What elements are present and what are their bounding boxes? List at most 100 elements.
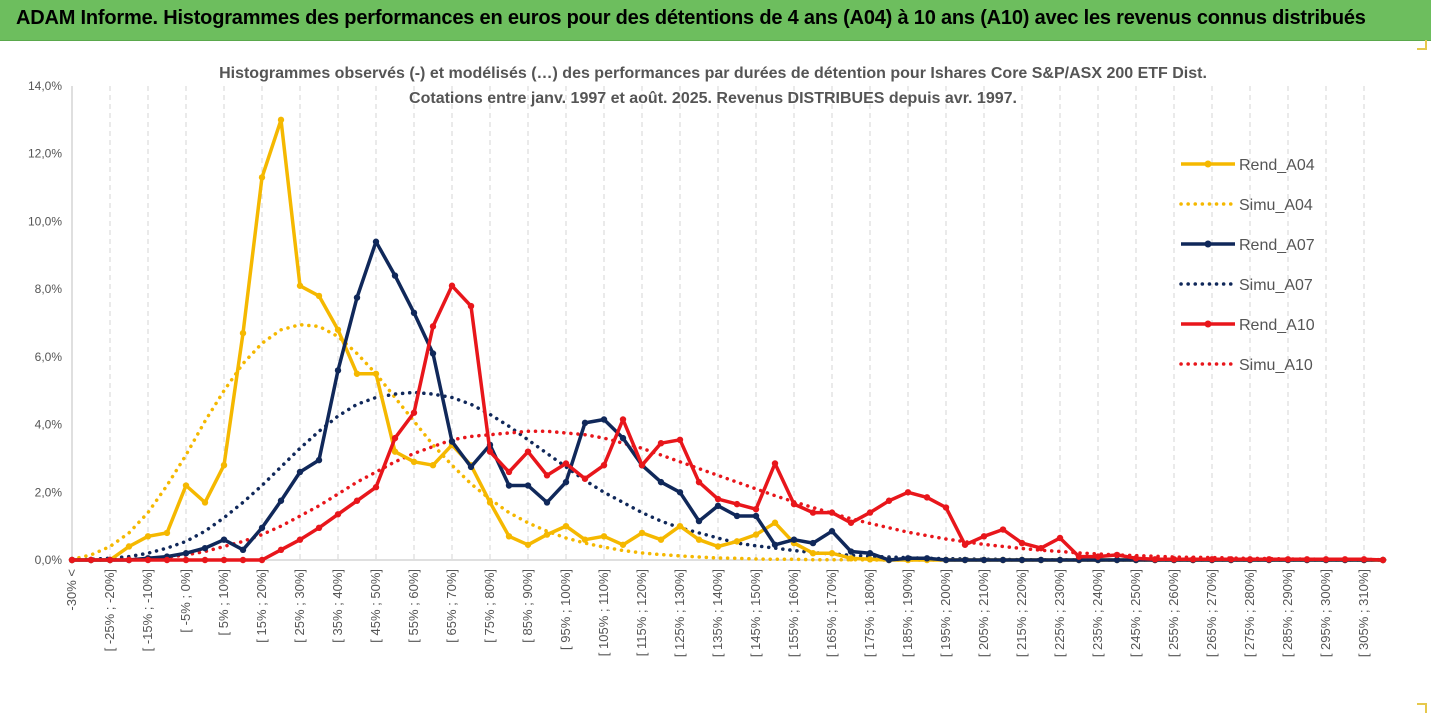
chart-corner-marker <box>1417 703 1427 713</box>
x-tick-label: [ 65% ; 70%] <box>444 569 459 643</box>
data-point-rend-a10 <box>1208 556 1216 563</box>
data-point-rend-a04 <box>391 448 399 455</box>
data-point-rend-a04 <box>695 536 703 543</box>
x-tick-label: [ 285% ; 290%] <box>1280 569 1295 657</box>
data-point-rend-a10 <box>619 416 627 423</box>
x-tick-label: [ 265% ; 270%] <box>1204 569 1219 657</box>
legend-marker-rend-a04 <box>1204 160 1212 168</box>
x-tick-label: [ 225% ; 230%] <box>1052 569 1067 657</box>
data-point-rend-a10 <box>638 462 646 469</box>
data-point-rend-a04 <box>771 519 779 526</box>
data-point-rend-a10 <box>163 556 171 564</box>
data-point-rend-a04 <box>296 282 304 289</box>
data-point-rend-a10 <box>125 556 133 564</box>
data-point-rend-a10 <box>1341 556 1349 563</box>
data-point-rend-a07 <box>581 419 589 427</box>
data-point-rend-a07 <box>315 456 323 464</box>
data-point-rend-a10 <box>961 541 969 548</box>
x-tick-label: [ 195% ; 200%] <box>938 569 953 657</box>
data-point-rend-a10 <box>1360 556 1368 563</box>
data-point-rend-a07 <box>695 517 703 525</box>
data-point-rend-a10 <box>581 475 589 482</box>
data-point-rend-a10 <box>391 434 399 442</box>
data-point-rend-a10 <box>448 282 456 289</box>
data-point-rend-a10 <box>999 526 1007 533</box>
legend-label-simu-a04: Simu_A04 <box>1239 197 1313 214</box>
x-tick-label: [ 275% ; 280%] <box>1242 569 1257 657</box>
x-tick-label: [ 55% ; 60%] <box>406 569 421 643</box>
x-tick-label: [ 75% ; 80%] <box>482 569 497 643</box>
series-line-rend-a07 <box>72 239 1383 562</box>
x-tick-label: [ 215% ; 220%] <box>1014 569 1029 657</box>
data-point-rend-a07 <box>619 434 627 442</box>
data-point-rend-a07 <box>790 536 798 543</box>
data-point-rend-a07 <box>467 463 475 471</box>
data-point-rend-a07 <box>771 541 779 548</box>
x-tick-label: [ -25% ; -20%] <box>102 569 117 651</box>
data-point-rend-a07 <box>562 478 570 486</box>
data-point-rend-a07 <box>201 544 209 552</box>
data-point-rend-a10 <box>904 489 912 496</box>
x-tick-label: [ 165% ; 170%] <box>824 569 839 657</box>
data-point-rend-a10 <box>315 524 323 532</box>
x-tick-label: [ 95% ; 100%] <box>558 569 573 650</box>
data-point-rend-a07 <box>220 536 228 543</box>
y-tick-label: 8,0% <box>35 282 63 296</box>
data-point-rend-a04 <box>429 462 437 469</box>
data-point-rend-a10 <box>790 500 798 508</box>
data-point-rend-a07 <box>258 524 266 532</box>
data-point-rend-a10 <box>201 556 209 564</box>
data-point-rend-a07 <box>904 555 912 562</box>
chart-corner-marker <box>1417 40 1427 50</box>
data-point-rend-a07 <box>923 555 931 562</box>
data-point-rend-a07 <box>1113 556 1121 564</box>
x-tick-label: [ 245% ; 250%] <box>1128 569 1143 657</box>
data-point-rend-a10 <box>1170 556 1178 563</box>
data-point-rend-a04 <box>486 499 494 506</box>
data-point-rend-a07 <box>448 438 456 445</box>
data-point-rend-a10 <box>866 509 874 516</box>
legend-label-rend-a07: Rend_A07 <box>1239 237 1315 254</box>
data-point-rend-a10 <box>847 519 855 526</box>
chart-title-line: Histogrammes observés (-) et modélisés (… <box>219 65 1207 82</box>
x-tick-label: [ 125% ; 130%] <box>672 569 687 657</box>
data-point-rend-a07 <box>296 468 304 476</box>
x-tick-label: [ 295% ; 300%] <box>1318 569 1333 657</box>
series-line-rend-a04 <box>72 118 1383 562</box>
report-title: ADAM Informe. Histogrammes des performan… <box>16 7 1366 29</box>
data-point-rend-a10 <box>486 448 494 455</box>
data-point-rend-a04 <box>239 329 247 337</box>
x-tick-label: [ 155% ; 160%] <box>786 569 801 657</box>
data-point-rend-a10 <box>714 495 722 503</box>
data-point-rend-a10 <box>809 509 817 516</box>
series-line-simu-a04 <box>70 322 1385 562</box>
data-point-rend-a04 <box>638 529 646 537</box>
y-tick-label: 4,0% <box>35 418 63 432</box>
data-point-rend-a10 <box>923 494 931 501</box>
chart-title-line: Cotations entre janv. 1997 et août. 2025… <box>409 90 1017 107</box>
data-point-rend-a07 <box>961 556 969 564</box>
x-tick-label: [ 35% ; 40%] <box>330 569 345 643</box>
data-point-rend-a07 <box>999 556 1007 564</box>
data-point-rend-a07 <box>543 499 551 506</box>
report-banner: ADAM Informe. Histogrammes des performan… <box>0 0 1431 41</box>
data-point-rend-a10 <box>676 436 684 444</box>
data-point-rend-a07 <box>714 502 722 510</box>
data-point-rend-a04 <box>353 370 361 377</box>
histogram-chart: 0,0% 2,0% 4,0% 6,0% 8,0% 10,0% 12,0% 14,0% -30% … <box>28 65 1387 657</box>
data-point-rend-a04 <box>410 458 418 466</box>
x-tick-label: [ 235% ; 240%] <box>1090 569 1105 657</box>
data-point-rend-a07 <box>600 416 608 423</box>
legend-label-rend-a04: Rend_A04 <box>1239 157 1315 174</box>
data-point-rend-a10 <box>1075 553 1083 560</box>
y-tick-label: 10,0% <box>28 214 62 228</box>
data-point-rend-a04 <box>752 531 760 538</box>
x-tick-label: [ 135% ; 140%] <box>710 569 725 657</box>
data-point-rend-a10 <box>106 556 114 564</box>
data-point-rend-a10 <box>467 302 475 310</box>
data-point-rend-a04 <box>220 462 228 469</box>
x-tick-label: [ 85% ; 90%] <box>520 569 535 643</box>
legend-label-simu-a10: Simu_A10 <box>1239 357 1313 374</box>
data-point-rend-a10 <box>1132 555 1140 562</box>
data-point-rend-a10 <box>410 409 418 416</box>
